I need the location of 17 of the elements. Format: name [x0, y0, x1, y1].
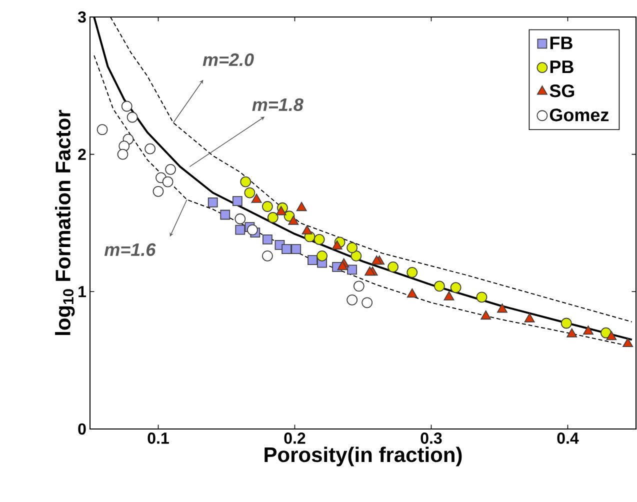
legend-label: Gomez: [550, 108, 609, 122]
x-tick-label: 0.3: [420, 432, 442, 444]
x-axis-title: Porosity(in fraction): [264, 446, 462, 466]
legend-label: SG: [550, 84, 574, 98]
y-tick-label: 1: [78, 286, 86, 298]
annotation: m=1.6: [104, 243, 156, 256]
y-axis-title: log$_{10}$ Formation Factor: [55, 110, 75, 335]
x-tick-label: 0.1: [148, 432, 169, 444]
y-tick-label: 0: [78, 423, 86, 435]
annotation: m=1.8: [252, 98, 304, 112]
y-tick-label: 2: [78, 148, 86, 160]
x-tick-label: 0.4: [557, 432, 579, 444]
legend-label: PB: [550, 60, 574, 74]
annotation: m=2.0: [202, 53, 254, 66]
legend-label: FB: [550, 36, 572, 50]
x-tick-label: 0.2: [284, 432, 306, 444]
y-tick-label: 3: [78, 11, 86, 23]
